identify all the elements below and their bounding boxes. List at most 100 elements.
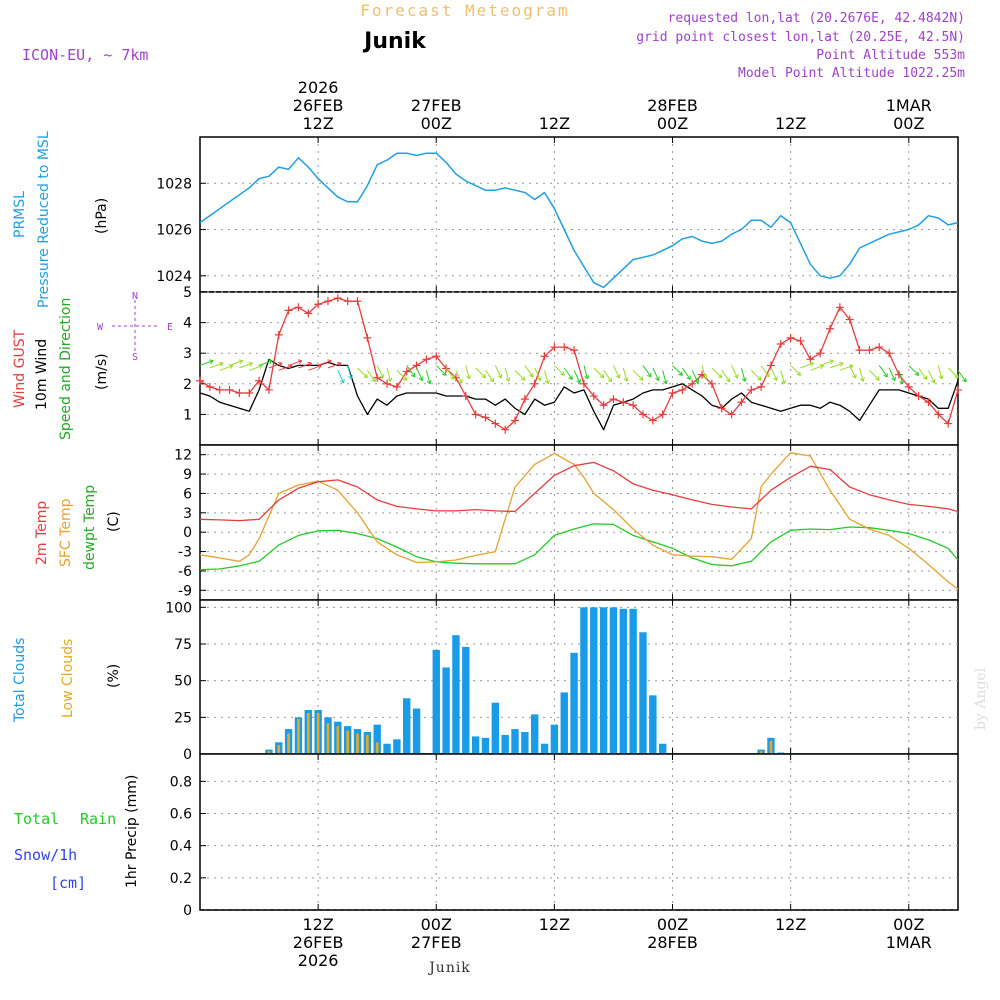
pressure-label-2: Pressure Reduced to MSL — [36, 131, 52, 308]
compass-icon: N S W E — [97, 291, 173, 363]
gust-marker — [422, 355, 431, 364]
time-label-top: 12Z — [302, 114, 333, 133]
gust-marker — [343, 297, 352, 306]
wind-arrow — [514, 369, 526, 381]
y-tick-label: 2 — [183, 377, 192, 393]
wind-arrow-head — [647, 372, 652, 378]
gust-marker — [373, 373, 382, 382]
wind-arrow-head — [442, 371, 447, 376]
wind-arrow — [681, 367, 691, 380]
total-cloud-bar — [540, 743, 549, 754]
wind-arrow-head — [418, 376, 424, 381]
gust-marker — [747, 385, 756, 394]
wind-arrow-head — [497, 374, 503, 379]
wind-arrow-head — [327, 359, 332, 365]
wind-arrow — [366, 370, 376, 383]
wind-arrow-head — [529, 372, 534, 378]
temp-unit: (C) — [106, 511, 122, 532]
time-label: 26FEB — [293, 933, 344, 952]
dewpt-label: dewpt Temp — [82, 485, 98, 570]
time-label-top: 00Z — [893, 114, 924, 133]
t2m-label: 2m Temp — [34, 501, 50, 565]
wind-arrow-head — [481, 373, 487, 379]
gust-marker — [845, 315, 854, 324]
gust-marker — [589, 392, 598, 401]
wind-arrow-head — [607, 377, 613, 383]
footer-location: Junik — [427, 960, 471, 976]
gust-marker — [757, 382, 766, 391]
wind-arrow-head — [875, 376, 880, 381]
gust-marker — [638, 410, 647, 419]
wind-arrow-head — [297, 359, 303, 365]
wind-arrow — [957, 370, 967, 383]
compass-n: N — [132, 291, 138, 302]
gust-marker — [461, 392, 470, 401]
y-tick-label: 75 — [174, 637, 192, 653]
low-cloud-bar — [769, 740, 773, 754]
time-label: 00Z — [657, 915, 688, 934]
gust-marker — [826, 324, 835, 333]
wind-arrow-head — [458, 378, 463, 384]
gust-marker — [717, 404, 726, 413]
wind-arrow-head — [568, 375, 573, 380]
chart-title: Forecast Meteogram — [360, 1, 569, 20]
wind-arrow-head — [337, 361, 342, 367]
wind-arrow-head — [278, 361, 283, 367]
gust-marker — [707, 379, 716, 388]
wind-arrow-head — [410, 372, 416, 378]
wind-speed-dir-label: Speed and Direction — [58, 298, 74, 440]
temperature-panel: -9 -6 -3 0 3 6 9 12 — [174, 444, 959, 601]
wind-arrow — [918, 367, 928, 380]
wind-arrow — [485, 370, 494, 383]
wind-panel: 1 2 3 4 5 — [183, 285, 967, 446]
wind-arrow — [928, 370, 935, 384]
time-label-top: 00Z — [657, 114, 688, 133]
total-cloud-bar — [462, 646, 470, 754]
wind-arrow — [770, 367, 778, 381]
wind-arrow — [603, 370, 613, 383]
gust-marker — [885, 349, 894, 358]
time-label: 12Z — [302, 915, 333, 934]
wind-arrow — [740, 367, 746, 382]
y-tick-label: 4 — [183, 316, 192, 332]
wind-arrow-head — [765, 372, 770, 378]
time-label-top: 28FEB — [647, 96, 698, 115]
gust-marker — [432, 352, 441, 361]
gust-marker — [353, 297, 362, 306]
wind-arrow-head — [615, 374, 621, 379]
low-cloud-bar — [759, 751, 763, 754]
gust-marker — [875, 343, 884, 352]
y-tick-label: 25 — [174, 710, 192, 726]
wind-arrow — [475, 367, 486, 379]
low-cloud-bar — [356, 733, 359, 754]
wind-arrow — [593, 367, 605, 379]
pressure-unit: (hPa) — [94, 198, 110, 234]
y-tick-label: 1 — [183, 407, 192, 423]
wind-arrow-head — [938, 374, 944, 380]
y-tick-label: 0.6 — [170, 807, 192, 823]
wind-arrow-head — [560, 371, 565, 376]
y-tick-label: 1028 — [156, 176, 192, 192]
gust-marker — [924, 398, 933, 407]
y-tick-label: 0.4 — [170, 839, 192, 855]
low-cloud-bar — [287, 733, 290, 754]
wind-arrow-head — [307, 361, 312, 367]
gust-marker — [648, 416, 657, 425]
wind-arrow — [504, 367, 510, 382]
y-tick-label: -9 — [178, 583, 192, 599]
wind-arrow-head — [773, 376, 778, 381]
wind-arrow — [544, 370, 549, 384]
wind-arrow — [396, 369, 408, 381]
wind-arrow-head — [520, 376, 526, 381]
gust-marker — [688, 379, 697, 388]
wind-arrow-head — [268, 359, 273, 365]
total-cloud-bar — [491, 702, 500, 754]
wind-arrow — [731, 365, 738, 379]
gust-marker — [658, 410, 667, 419]
gust-marker — [264, 385, 273, 394]
low-cloud-bar — [326, 723, 330, 754]
wind-arrow — [219, 365, 234, 371]
gust-marker — [678, 385, 687, 394]
